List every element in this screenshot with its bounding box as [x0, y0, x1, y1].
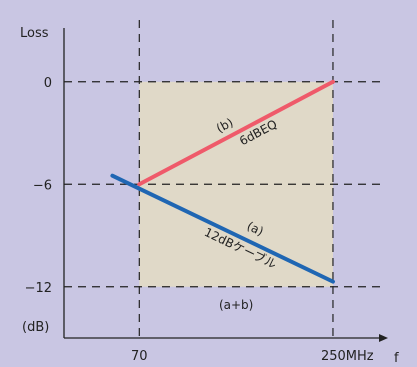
- tick-labels: 0 −6 −12 70 250MHz: [25, 76, 374, 364]
- y-tick-label: 0: [44, 76, 52, 91]
- x-tick-label: 70: [131, 349, 148, 364]
- x-axis-label: f: [394, 351, 399, 366]
- y-axis-unit: (dB): [22, 320, 49, 335]
- x-axis-arrow: [379, 334, 388, 342]
- sum-annotation: (a+b): [219, 298, 253, 312]
- series-lines: [110, 79, 335, 284]
- series-a-id: (a): [245, 219, 266, 239]
- x-tick-label: 250MHz: [321, 349, 374, 364]
- series-line: [110, 173, 335, 284]
- y-axis-label: Loss: [20, 26, 49, 41]
- series-line: [137, 79, 335, 187]
- y-tick-label: −6: [33, 178, 52, 193]
- y-tick-label: −12: [25, 281, 52, 296]
